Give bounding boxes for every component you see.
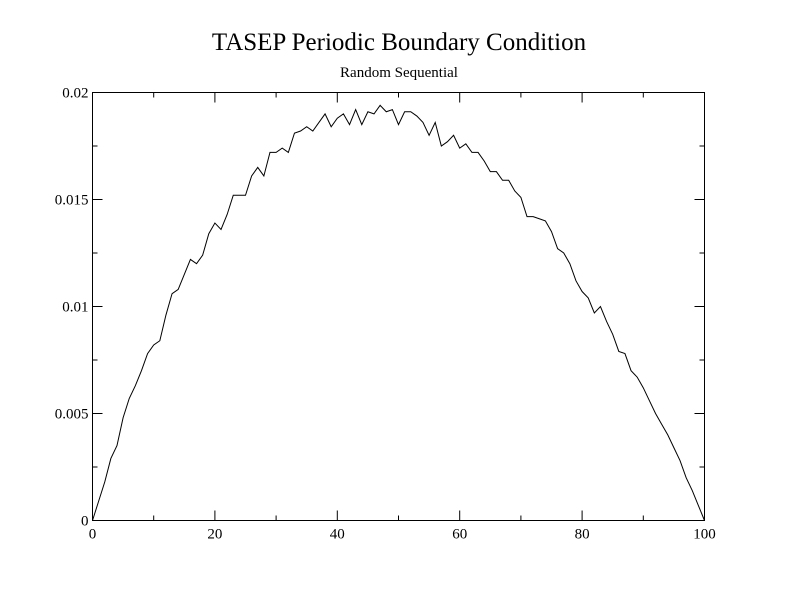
- y-tick-label: 0.015: [55, 193, 89, 209]
- x-tick-label: 0: [89, 527, 97, 543]
- series-group: [92, 104, 705, 521]
- axis-tick-labels: 0 20 40 60 80 100 0 0.005 0.01 0.015 0.02: [55, 86, 716, 543]
- x-tick-label: 20: [207, 527, 222, 543]
- chart-title: TASEP Periodic Boundary Condition: [212, 29, 587, 56]
- axis-ticks: [92, 92, 705, 521]
- x-tick-label: 60: [452, 527, 467, 543]
- x-tick-label: 100: [693, 527, 716, 543]
- series-line: [92, 104, 705, 521]
- y-tick-label: 0.01: [62, 300, 88, 316]
- y-tick-label: 0.005: [55, 407, 89, 423]
- x-tick-label: 40: [330, 527, 345, 543]
- y-tick-label: 0: [81, 514, 89, 530]
- y-tick-label: 0.02: [62, 86, 88, 102]
- x-tick-label: 80: [575, 527, 590, 543]
- chart-subtitle: Random Sequential: [340, 65, 458, 81]
- plot-frame: [92, 92, 705, 521]
